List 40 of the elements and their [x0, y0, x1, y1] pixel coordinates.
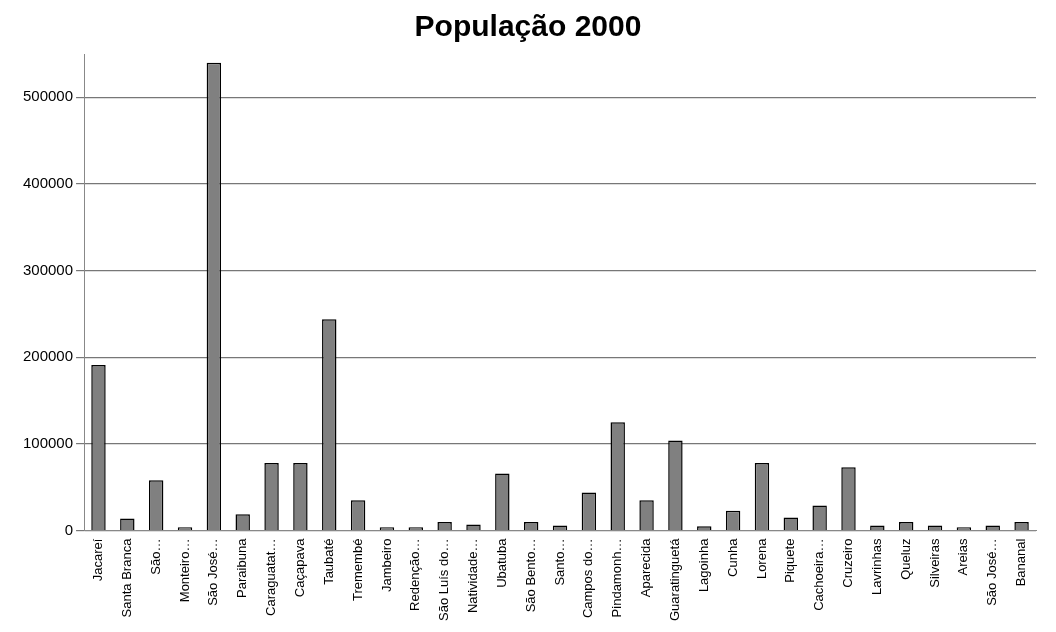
x-tick-label: São José… [205, 538, 221, 606]
x-tick-label: Cachoeira… [811, 538, 827, 611]
x-tick-label: Pindamonh… [609, 538, 625, 618]
x-tick-label: São… [147, 538, 163, 575]
y-tick-label: 0 [64, 520, 74, 538]
x-tick-label: São José… [984, 538, 1000, 606]
y-tick-label: 300000 [22, 260, 74, 278]
y-tick-label: 400000 [22, 174, 74, 192]
x-tick-label: Paraibuna [234, 537, 250, 598]
x-tick-label: Campos do… [580, 538, 596, 619]
x-tick-label: Cunha [724, 537, 740, 577]
x-tick-label: Piquete [782, 538, 798, 583]
y-tick-label: 100000 [22, 434, 74, 452]
x-tick-label: Lavrinhas [868, 538, 884, 595]
x-tick-label: Redenção… [407, 538, 423, 611]
x-tick-label: Ubatuba [493, 537, 509, 588]
x-tick-label: Lorena [753, 537, 769, 580]
x-tick-label: Aparecida [638, 537, 654, 598]
x-tick-label: Jambeiro [378, 538, 394, 593]
x-tick-label: Cruzeiro [840, 538, 856, 588]
x-tick-label: São Bento… [522, 538, 538, 613]
x-tick-label: Santo… [551, 538, 567, 586]
x-tick-label: São Luís do… [436, 538, 452, 621]
x-tick-label: Queluz [897, 538, 913, 580]
x-tick-label: Silveiras [926, 538, 942, 588]
x-tick-label: Guaratinguetá [666, 537, 682, 622]
x-tick-label: Santa Branca [118, 537, 134, 618]
x-tick-label: Tremembé [349, 538, 365, 601]
x-tick-label: Taubaté [320, 538, 336, 585]
x-tick-label: Monteiro… [176, 538, 192, 603]
chart-title: População 2000 [414, 9, 642, 43]
x-tick-label: Natividade… [465, 538, 481, 614]
x-tick-label: Caçapava [291, 537, 307, 598]
y-tick-label: 500000 [22, 87, 74, 105]
x-tick-label: Jacareí [90, 538, 106, 582]
x-tick-label: Bananal [1013, 538, 1029, 587]
y-tick-label: 200000 [22, 347, 74, 365]
x-tick-label: Areias [955, 538, 971, 576]
x-tick-label: Caraguatat… [263, 538, 279, 616]
x-tick-label: Lagoinha [695, 537, 711, 593]
